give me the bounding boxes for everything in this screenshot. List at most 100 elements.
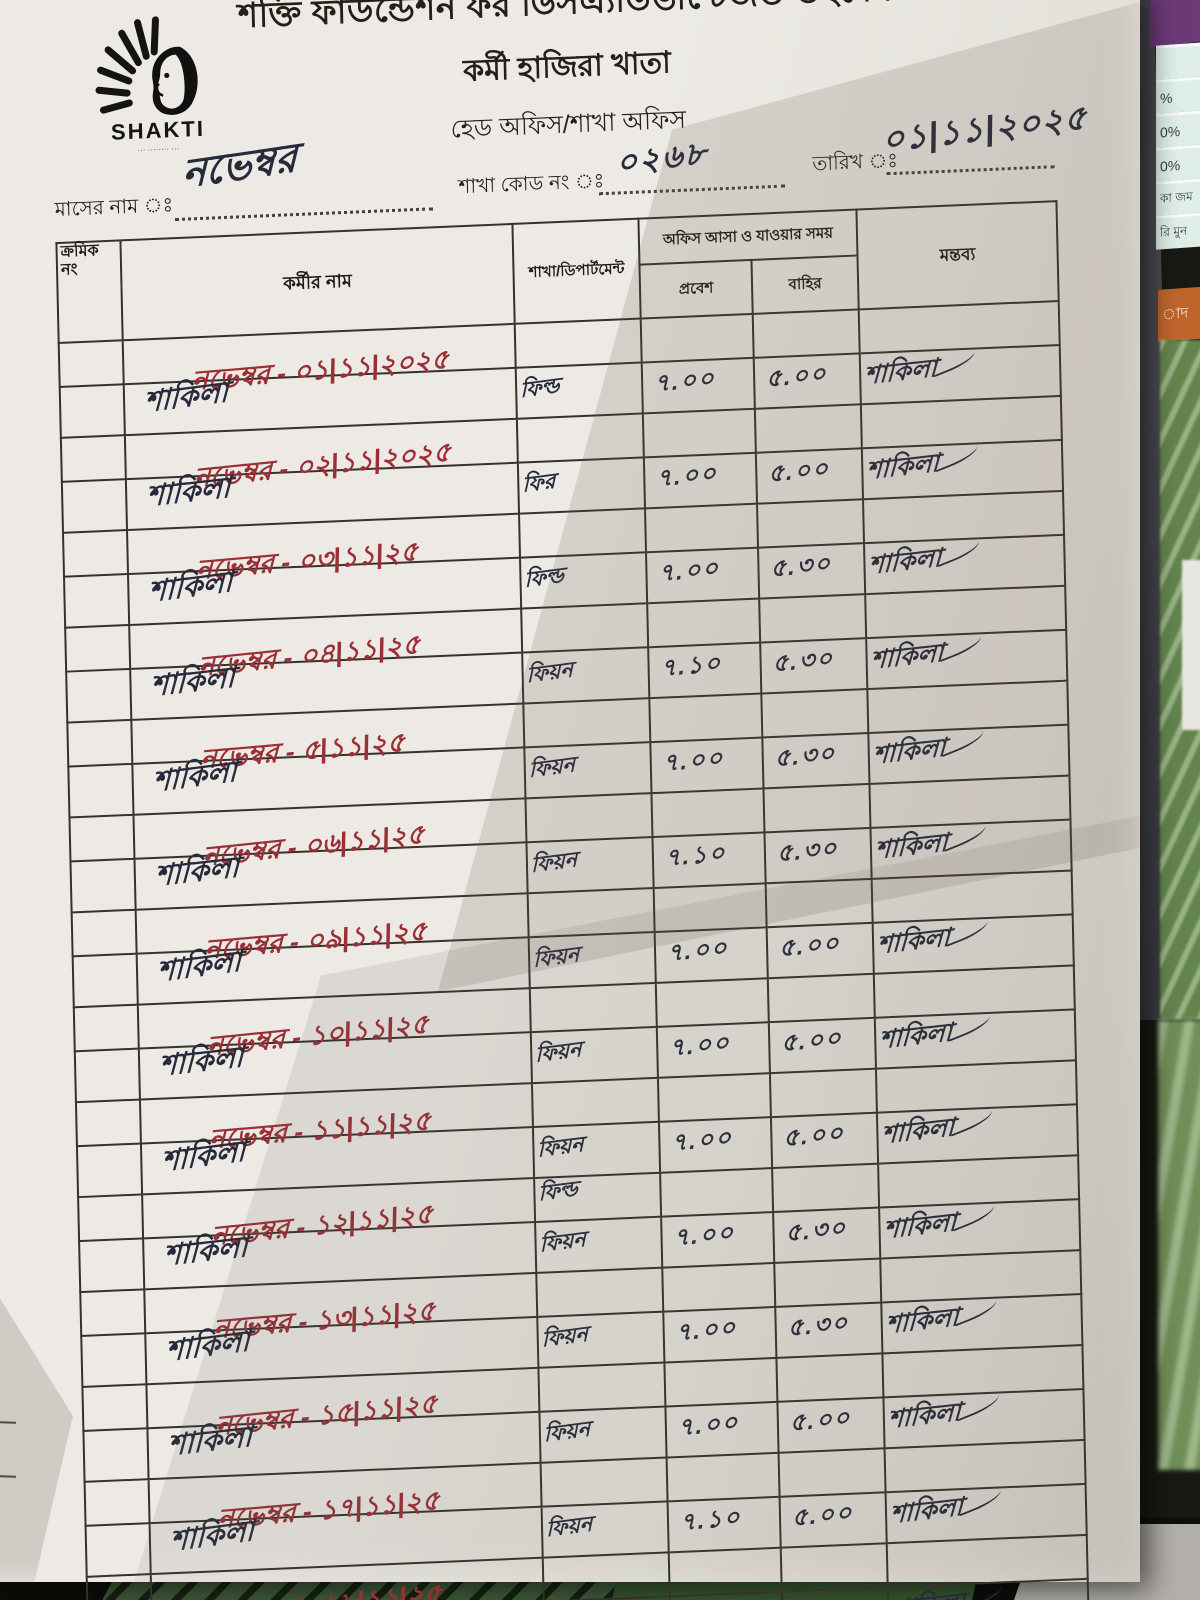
shakti-logo: SHAKTI ··· ········ ···: [95, 16, 205, 155]
side-doc-row: [1156, 42, 1200, 80]
handwritten-signature: শাকিলা: [866, 438, 980, 494]
handwritten-out-time: ৫.৩০: [787, 1309, 850, 1343]
side-doc-purple-band: [1150, 0, 1200, 48]
handwritten-dept: ফিয়ন: [528, 753, 576, 783]
handwritten-out-time: ৫.৩০: [776, 834, 839, 868]
handwritten-name: শাকিলা: [150, 661, 236, 704]
handwritten-signature: শাকিলা: [872, 723, 986, 779]
handwritten-out-time: ৫.০০: [781, 1024, 843, 1058]
handwritten-dept: ফিয়ন: [541, 1322, 589, 1352]
handwritten-out-time: ৫.০০: [789, 1404, 852, 1437]
handwritten-name: শাকিলা: [169, 1514, 255, 1559]
side-doc-white-card: [1182, 560, 1200, 730]
handwritten-in-time: ৭.০০: [656, 459, 718, 493]
handwritten-in-time: ৭.১০: [664, 839, 727, 873]
handwritten-name: শাকিলা: [152, 755, 238, 799]
attendance-table: ক্রমিক নং কর্মীর নাম শাখা/ডিপার্টমেন্ট অ…: [55, 200, 1090, 1600]
handwritten-dept: ফিল্ড: [520, 374, 560, 403]
col-remarks: মন্তব্য: [856, 201, 1059, 310]
handwritten-in-time: ৭.১০: [660, 649, 723, 683]
side-doc-row: 0%: [1156, 144, 1200, 182]
month-dotted-line: [174, 207, 434, 222]
handwritten-date: নভেম্বর - ২৮|১১|২৫: [220, 1573, 442, 1600]
logo-rays: [95, 16, 159, 114]
col-in: প্রবেশ: [639, 259, 753, 319]
logo-tagline: ··· ········ ···: [137, 144, 179, 155]
handwritten-name: শাকিলা: [145, 471, 231, 514]
branch-code-label: শাখা কোড নং ঃ: [458, 170, 605, 199]
handwritten-name: শাকিলা: [148, 565, 233, 609]
side-doc-rows: % 0% 0% কা জম রি মুন: [1156, 42, 1200, 250]
handwritten-dept: ফিয়ন: [530, 848, 578, 878]
handwritten-in-time: ৭.০০: [675, 1313, 738, 1347]
register-page: SHAKTI ··· ········ ··· শক্তি ফাউন্ডেশন …: [0, 0, 1140, 1582]
branch-code-handwritten-value: ০২৬৮: [616, 134, 708, 181]
side-doc-lower-green: [1158, 1020, 1200, 1470]
handwritten-in-time: ৭.০০: [669, 1029, 731, 1062]
handwritten-name: শাকিলা: [165, 1325, 251, 1369]
handwritten-dept: ফিয়ন: [543, 1417, 591, 1447]
handwritten-in-time: ৭.০০: [667, 934, 729, 968]
handwritten-signature: শাকিলা: [874, 818, 988, 874]
handwritten-dept: ফিয়ন: [537, 1132, 584, 1162]
handwritten-name: শাকিলা: [163, 1230, 249, 1273]
side-doc-orange-band: াদ: [1158, 286, 1200, 342]
handwritten-dept: ফিয়ন: [539, 1227, 586, 1257]
handwritten-in-time: ৭.০০: [682, 1594, 744, 1600]
handwritten-name: শাকিলা: [161, 1135, 246, 1179]
handwritten-out-time: ৫.০০: [766, 360, 828, 393]
side-doc-row: 0%: [1156, 110, 1200, 148]
handwritten-dept: ফির: [522, 469, 556, 497]
handwritten-out-time: ৫.৩০: [770, 549, 832, 583]
handwritten-dept: ফিয়ন: [532, 943, 580, 973]
handwritten-signature: শাকিলা: [887, 1387, 1001, 1443]
side-doc-row: রি মুন: [1156, 212, 1200, 250]
handwritten-in-time: ৭.১০: [680, 1503, 742, 1537]
handwritten-in-time: ৭.০০: [654, 364, 716, 398]
handwritten-dept: ফিয়ন: [526, 658, 574, 688]
handwritten-signature: শাকিলা: [870, 628, 984, 684]
handwritten-out-time: ৫.৩০: [774, 739, 837, 773]
handwritten-dept: ফিল্ড: [538, 1177, 578, 1206]
handwritten-out-time: ৫.০০: [794, 1589, 856, 1600]
handwritten-signature: শাকিলা: [885, 1292, 999, 1348]
handwritten-dept: ফিল্ড: [524, 564, 565, 593]
handwritten-dept: ফিয়ন: [535, 1037, 582, 1068]
col-serial: ক্রমিক নং: [56, 240, 123, 343]
table-body: নভেম্বর - ০১|১১|২০২৫ শাকিলা ফিল্ড ৭.০০ ৫…: [58, 301, 1089, 1600]
logo-face: [152, 46, 198, 115]
handwritten-name: শাকিলা: [167, 1420, 253, 1463]
handwritten-name: শাকিলা: [156, 945, 242, 989]
handwritten-in-time: ৭.০০: [673, 1218, 736, 1252]
handwritten-out-time: ৫.৩০: [772, 644, 835, 678]
handwritten-in-time: ৭.০০: [671, 1124, 733, 1157]
handwritten-out-time: ৫.০০: [768, 455, 830, 488]
logo-wordmark: SHAKTI: [111, 116, 205, 145]
background-document: % 0% 0% কা জম রি মুন াদ: [1142, 0, 1200, 1500]
handwritten-in-time: ৭.০০: [662, 744, 725, 778]
handwritten-signature: শাকিলা: [868, 533, 982, 589]
handwritten-in-time: ৭.০০: [658, 554, 720, 588]
col-name: কর্মীর নাম: [120, 223, 515, 341]
handwritten-signature: শাকিলা: [878, 1008, 992, 1064]
month-label: মাসের নাম ঃ: [54, 194, 174, 222]
col-out: বাহির: [751, 255, 859, 314]
handwritten-name: শাকিলা: [154, 851, 240, 893]
side-doc-row: %: [1156, 76, 1200, 114]
handwritten-signature: শাকিলা: [889, 1482, 1003, 1538]
handwritten-out-time: ৫.০০: [792, 1499, 854, 1532]
handwritten-out-time: ৫.৩০: [785, 1214, 848, 1248]
handwritten-in-time: ৭.০০: [677, 1408, 740, 1442]
handwritten-signature: শাকিলা: [863, 343, 977, 399]
handwritten-out-time: ৫.০০: [779, 929, 841, 963]
handwritten-signature: শাকিলা: [883, 1198, 997, 1254]
underlying-page-lines: [0, 1420, 22, 1541]
handwritten-dept: ফিয়ন: [545, 1512, 593, 1542]
col-dept: শাখা/ডিপার্টমেন্ট: [512, 218, 641, 324]
handwritten-name: শাকিলা: [143, 376, 229, 420]
handwritten-signature: শাকিলা: [881, 1103, 995, 1159]
handwritten-signature: শাকিলা: [876, 913, 990, 969]
handwritten-name: শাকিলা: [158, 1041, 244, 1083]
handwritten-out-time: ৫.০০: [783, 1119, 845, 1153]
